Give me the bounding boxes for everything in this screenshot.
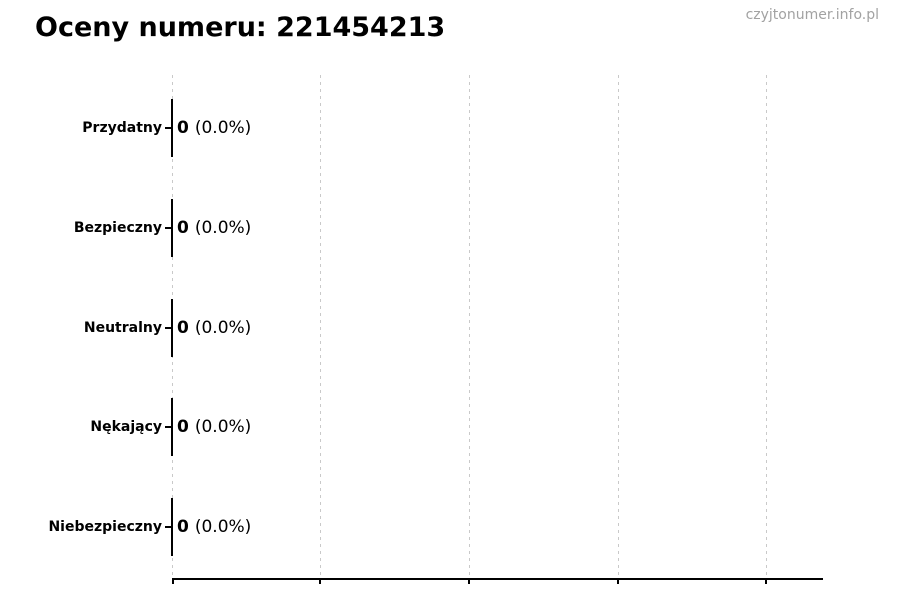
gridline <box>618 75 619 578</box>
gridline <box>320 75 321 578</box>
category-label: Niebezpieczny <box>48 519 162 535</box>
y-axis-tick <box>165 227 172 229</box>
value-percent: (0.0%) <box>194 417 252 437</box>
value-percent: (0.0%) <box>194 118 252 138</box>
value-count: 0 <box>177 517 189 537</box>
chart-title: Oceny numeru: 221454213 <box>35 12 446 43</box>
y-axis-tick <box>165 426 172 428</box>
category-label: Przydatny <box>82 120 162 136</box>
y-axis-tick <box>165 327 172 329</box>
bar-przydatny <box>171 99 173 157</box>
chart-row: Nękający 0 (0.0%) <box>0 377 900 477</box>
value-count: 0 <box>177 118 189 138</box>
value-label: 0 (0.0%) <box>177 217 251 239</box>
gridline <box>766 75 767 578</box>
value-percent: (0.0%) <box>194 517 252 537</box>
bar-nekajacy <box>171 398 173 456</box>
value-label: 0 (0.0%) <box>177 416 251 438</box>
value-count: 0 <box>177 417 189 437</box>
bar-neutralny <box>171 299 173 357</box>
chart-row: Przydatny 0 (0.0%) <box>0 78 900 178</box>
bar-niebezpieczny <box>171 498 173 556</box>
gridline <box>469 75 470 578</box>
value-label: 0 (0.0%) <box>177 117 251 139</box>
value-percent: (0.0%) <box>194 318 252 338</box>
watermark: czyjtonumer.info.pl <box>745 7 879 23</box>
value-count: 0 <box>177 318 189 338</box>
x-axis-tick <box>319 578 321 584</box>
value-count: 0 <box>177 218 189 238</box>
y-axis-tick <box>165 127 172 129</box>
bar-bezpieczny <box>171 199 173 257</box>
chart-row: Neutralny 0 (0.0%) <box>0 278 900 378</box>
value-percent: (0.0%) <box>194 218 252 238</box>
x-axis-tick <box>172 578 174 584</box>
category-label: Nękający <box>90 419 162 435</box>
value-label: 0 (0.0%) <box>177 516 251 538</box>
category-label: Neutralny <box>83 320 162 336</box>
y-axis-tick <box>165 526 172 528</box>
x-axis-tick <box>765 578 767 584</box>
chart-row: Bezpieczny 0 (0.0%) <box>0 178 900 278</box>
x-axis-tick <box>617 578 619 584</box>
x-axis-tick <box>468 578 470 584</box>
chart-row: Niebezpieczny 0 (0.0%) <box>0 477 900 577</box>
value-label: 0 (0.0%) <box>177 317 251 339</box>
category-label: Bezpieczny <box>73 220 162 236</box>
